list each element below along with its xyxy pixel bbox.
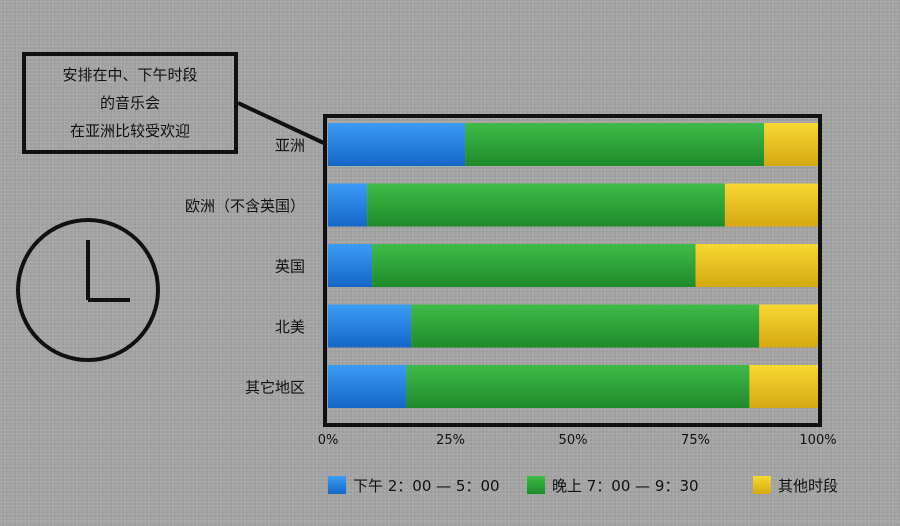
clock-icon: [16, 218, 160, 362]
category-label: 北美: [275, 318, 305, 336]
category-label: 其它地区: [245, 379, 305, 397]
bar-yellow-2: [695, 244, 818, 287]
bar-green-0: [465, 123, 765, 166]
annotation-line-1: 安排在中、下午时段: [62, 66, 198, 84]
x-tick-label: 75%: [681, 433, 710, 448]
legend-label: 下午 2：00 — 5：00: [353, 477, 500, 495]
x-tick-label: 100%: [799, 433, 836, 448]
annotation-line-3: 在亚洲比较受欢迎: [69, 122, 190, 140]
category-label: 欧洲（不含英国）: [185, 197, 305, 215]
bar-green-4: [406, 365, 750, 408]
bar-yellow-4: [749, 365, 818, 408]
bar-blue-1: [328, 183, 368, 227]
bar-blue-3: [328, 304, 412, 348]
annotation-pointer: [237, 101, 327, 146]
bar-yellow-3: [759, 304, 818, 348]
legend-swatch-yellow: [753, 476, 771, 494]
legend-label: 晚上 7：00 — 9：30: [552, 477, 699, 495]
legend-swatch-green: [527, 476, 545, 494]
annotation-line-2: 的音乐会: [99, 94, 160, 112]
plot-frame: [323, 114, 822, 427]
legend-label: 其他时段: [778, 477, 838, 495]
legend: 下午 2：00 — 5：00 晚上 7：00 — 9：30 其他时段: [328, 476, 838, 495]
bar-blue-2: [328, 244, 373, 287]
bar-green-2: [372, 244, 696, 287]
x-tick-labels: 0% 25% 50% 75% 100%: [318, 433, 837, 448]
x-tick-label: 50%: [559, 433, 588, 448]
annotation-box: 安排在中、下午时段 的音乐会 在亚洲比较受欢迎: [22, 52, 238, 154]
category-label: 英国: [275, 258, 305, 276]
bar-blue-4: [328, 365, 407, 408]
bar-green-3: [411, 304, 760, 348]
x-tick-label: 25%: [436, 433, 465, 448]
legend-swatch-blue: [328, 476, 346, 494]
bar-yellow-0: [764, 123, 818, 166]
plot-area: [328, 123, 818, 408]
bar-blue-0: [328, 123, 466, 166]
category-label: 亚洲: [275, 137, 305, 155]
bar-yellow-1: [724, 183, 818, 227]
bar-green-1: [367, 183, 725, 227]
x-tick-label: 0%: [318, 433, 339, 448]
